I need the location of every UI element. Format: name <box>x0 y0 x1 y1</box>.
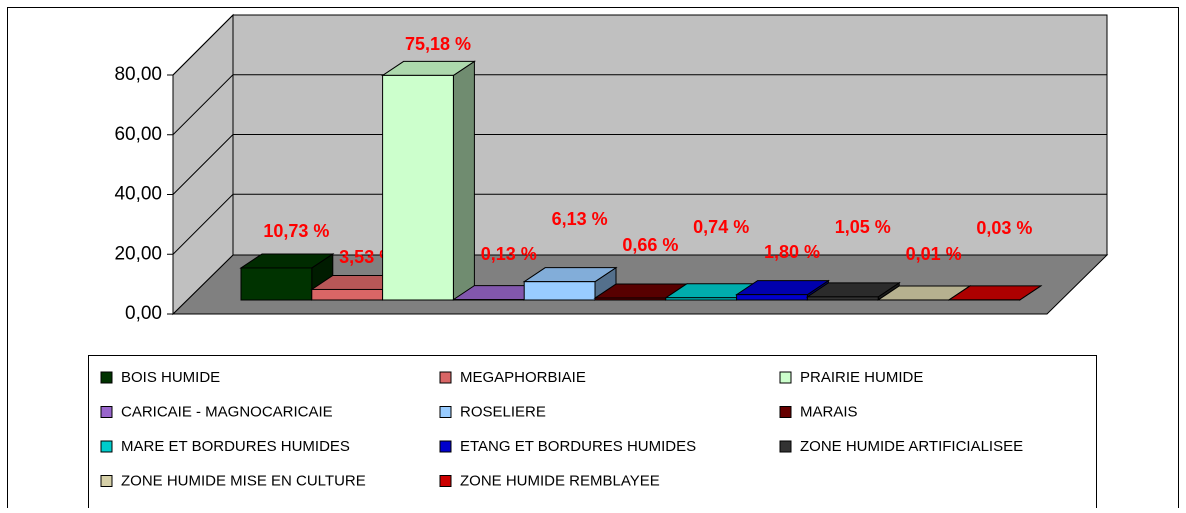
legend-swatch <box>101 476 112 487</box>
legend-label: BOIS HUMIDE <box>121 369 220 386</box>
legend-swatch <box>101 372 112 383</box>
bar-front <box>737 295 808 300</box>
legend-label: MARAIS <box>800 403 858 420</box>
legend-swatch <box>780 372 791 383</box>
bar-front <box>383 75 454 300</box>
bar-side <box>453 61 474 300</box>
legend-label: CARICAIE - MAGNOCARICAIE <box>121 403 333 420</box>
bar <box>383 61 475 300</box>
legend-label: ZONE HUMIDE REMBLAYEE <box>460 472 660 489</box>
legend-label: ROSELIERE <box>460 403 546 420</box>
bar-front <box>595 298 666 300</box>
value-label: 10,73 % <box>263 221 329 241</box>
y-tick-label: 0,00 <box>125 303 162 324</box>
y-tick-label: 60,00 <box>114 124 162 145</box>
legend-label: MEGAPHORBIAIE <box>460 369 586 386</box>
legend-label: ETANG ET BORDURES HUMIDES <box>460 438 696 455</box>
legend-swatch <box>440 441 451 452</box>
legend-swatch <box>101 441 112 452</box>
y-tick-label: 20,00 <box>114 243 162 264</box>
legend-label: PRAIRIE HUMIDE <box>800 369 923 386</box>
legend-swatch <box>440 372 451 383</box>
legend-label: ZONE HUMIDE MISE EN CULTURE <box>121 472 366 489</box>
bar-front <box>241 268 312 300</box>
legend-swatch <box>780 407 791 418</box>
value-label: 75,18 % <box>405 34 471 54</box>
legend-swatch <box>440 476 451 487</box>
legend-swatch <box>440 407 451 418</box>
legend-swatch <box>101 407 112 418</box>
value-label: 0,01 % <box>906 244 962 264</box>
value-label: 0,03 % <box>976 218 1032 238</box>
value-label: 0,66 % <box>622 235 678 255</box>
bar-front <box>312 289 383 300</box>
bar-front <box>524 282 595 300</box>
legend-label: ZONE HUMIDE ARTIFICIALISEE <box>800 438 1023 455</box>
y-tick-label: 80,00 <box>114 64 162 85</box>
bar-front <box>807 297 878 300</box>
value-label: 0,74 % <box>693 217 749 237</box>
value-label: 6,13 % <box>552 209 608 229</box>
legend-swatch <box>780 441 791 452</box>
y-tick-label: 40,00 <box>114 184 162 205</box>
value-label: 0,13 % <box>481 244 537 264</box>
legend-label: MARE ET BORDURES HUMIDES <box>121 438 350 455</box>
bar-front <box>666 298 737 300</box>
value-label: 1,80 % <box>764 242 820 262</box>
value-label: 1,05 % <box>835 217 891 237</box>
